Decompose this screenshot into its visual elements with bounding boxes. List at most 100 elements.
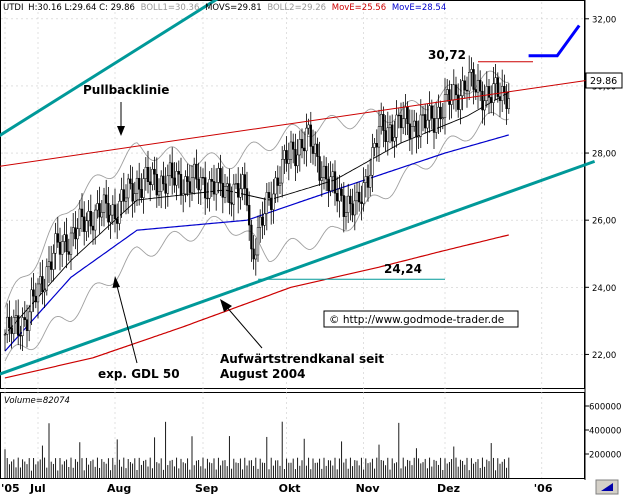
candle-body xyxy=(12,316,15,334)
candle-body xyxy=(490,97,493,103)
x-tick-label: Aug xyxy=(107,482,131,495)
candle-body xyxy=(195,163,198,180)
price-panel-frame xyxy=(0,0,585,389)
candle-body xyxy=(358,191,361,203)
candle-body xyxy=(157,191,161,196)
candle-body xyxy=(239,188,242,198)
candle-body xyxy=(223,186,227,198)
candle-body xyxy=(483,100,486,111)
candle-body xyxy=(248,204,251,226)
x-tick-label: Sep xyxy=(195,482,218,495)
candle-body xyxy=(270,197,273,210)
candle-body xyxy=(507,98,510,109)
candle-body xyxy=(168,162,172,177)
candle-body xyxy=(492,83,495,103)
candle-body xyxy=(283,150,286,160)
candle-body xyxy=(151,168,154,185)
candle-body xyxy=(135,177,139,194)
low-label: 24,24 xyxy=(384,262,422,276)
candle-body xyxy=(430,105,433,119)
candle-body xyxy=(265,192,268,214)
candle-body xyxy=(380,114,383,127)
candle-body xyxy=(474,89,477,93)
candle-body xyxy=(369,174,372,188)
candle-body xyxy=(65,234,68,252)
candle-body xyxy=(333,171,337,194)
candle-body xyxy=(252,248,255,260)
candle-body xyxy=(76,228,79,240)
candle-body xyxy=(89,211,92,227)
gdl-label: exp. GDL 50 xyxy=(98,367,180,381)
candle-body xyxy=(162,175,165,185)
candle-body xyxy=(146,167,150,182)
candle-body xyxy=(61,241,64,255)
candle-body xyxy=(303,147,306,152)
candle-body xyxy=(232,183,235,205)
candle-body xyxy=(421,114,425,116)
candle-body xyxy=(129,178,132,184)
candle-body xyxy=(226,183,229,187)
candle-body xyxy=(340,188,343,196)
candle-body xyxy=(395,114,398,138)
candle-body xyxy=(461,80,464,97)
candle-body xyxy=(479,79,482,92)
candle-body xyxy=(34,295,37,303)
candle-body xyxy=(50,261,53,270)
candle-body xyxy=(397,114,400,117)
gdl-arrowhead xyxy=(112,276,120,288)
candle-body xyxy=(201,177,205,179)
candle-body xyxy=(457,94,460,110)
candle-body xyxy=(259,216,262,228)
candle-body xyxy=(415,120,418,138)
candle-body xyxy=(25,319,29,331)
candle-body xyxy=(338,188,341,202)
high-label: 30,72 xyxy=(428,48,466,62)
candle-body xyxy=(494,77,497,84)
candle-body xyxy=(327,178,330,192)
candle-body xyxy=(36,283,40,303)
candle-body xyxy=(481,90,484,111)
candle-body xyxy=(186,176,189,182)
candle-body xyxy=(289,141,293,160)
candle-body xyxy=(318,156,321,181)
candle-body xyxy=(311,146,315,154)
candle-body xyxy=(210,179,213,182)
pullback-arrowhead xyxy=(117,126,125,136)
candle-body xyxy=(8,316,11,328)
candle-body xyxy=(237,183,240,198)
candle-body xyxy=(102,194,106,213)
candle-body xyxy=(206,197,209,200)
candle-body xyxy=(417,136,420,138)
candle-body xyxy=(316,143,319,157)
candle-body xyxy=(362,182,365,204)
candle-body xyxy=(116,218,119,224)
candle-body xyxy=(188,181,191,193)
x-tick-label: '05 xyxy=(1,482,20,495)
candle-body xyxy=(43,289,46,293)
candle-body xyxy=(190,177,194,193)
candle-body xyxy=(391,124,394,142)
candle-body xyxy=(281,159,284,184)
candle-body xyxy=(21,317,24,336)
candle-body xyxy=(212,181,216,195)
candle-body xyxy=(285,150,288,164)
candle-body xyxy=(80,208,84,218)
candle-body xyxy=(274,177,277,195)
x-tick-label: Nov xyxy=(356,482,381,495)
candle-body xyxy=(336,193,339,202)
header-boll2: BOLL2=29.26 xyxy=(267,3,326,13)
candle-body xyxy=(109,214,112,223)
channel-lower-line xyxy=(0,159,596,376)
candle-body xyxy=(435,118,438,133)
candle-body xyxy=(32,289,35,297)
candle-body xyxy=(441,117,444,120)
candle-body xyxy=(314,143,317,154)
header-values: H:30.16 L:29.64 C: 29.86 xyxy=(28,3,135,13)
candle-body xyxy=(347,195,350,213)
x-tick-label: '06 xyxy=(534,482,553,495)
candle-body xyxy=(83,216,86,232)
candle-body xyxy=(120,189,123,202)
candle-body xyxy=(470,69,473,73)
candle-body xyxy=(124,197,128,202)
trend-label-line1: Aufwärtstrendkanal seit xyxy=(220,352,384,366)
